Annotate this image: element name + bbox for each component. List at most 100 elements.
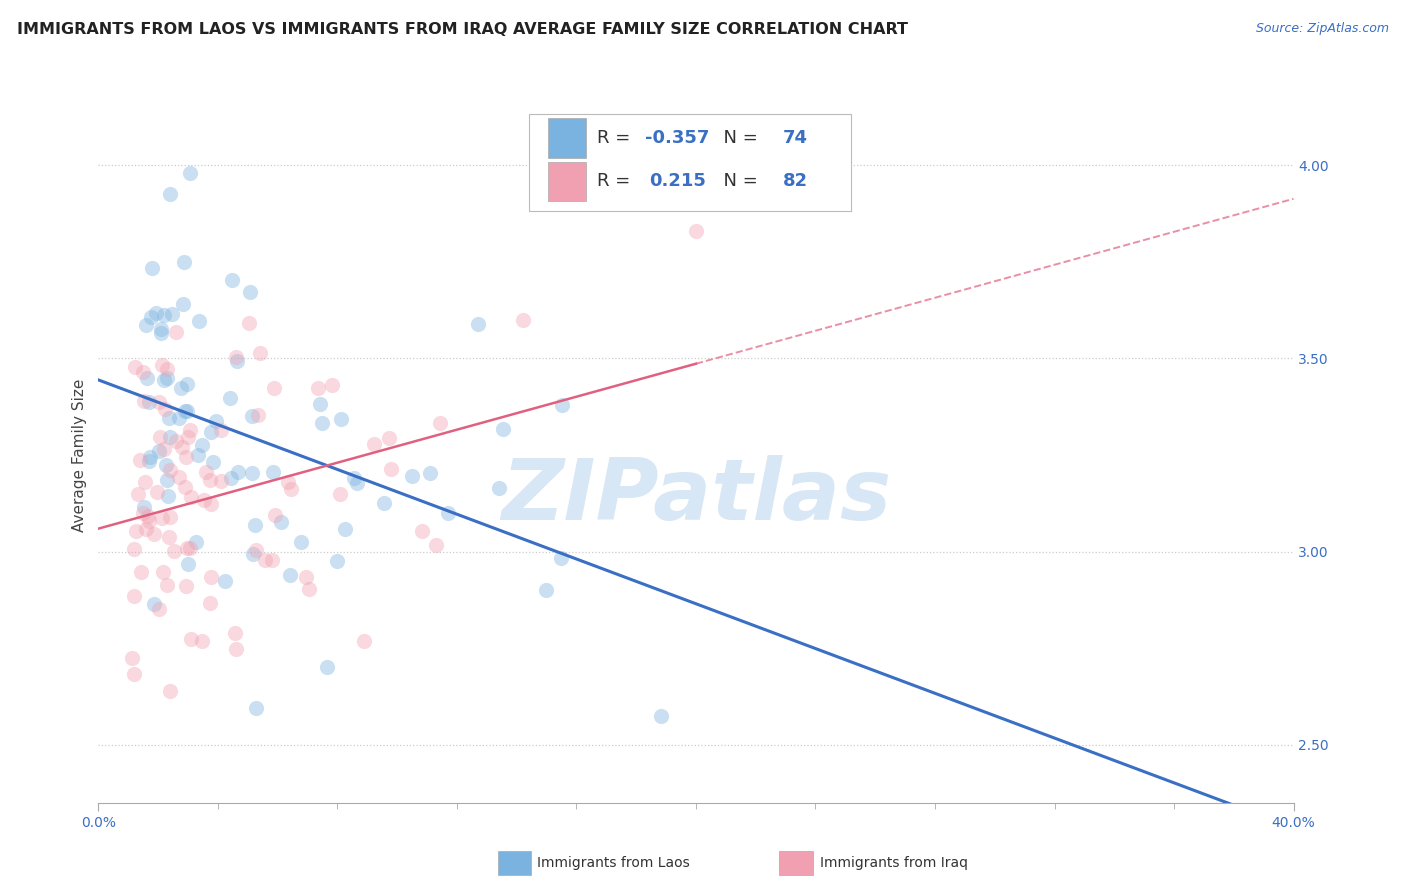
Point xyxy=(239,285,262,299)
Point xyxy=(148,602,170,616)
Point xyxy=(198,596,221,610)
Point xyxy=(165,434,187,449)
Point xyxy=(184,534,207,549)
Point xyxy=(174,450,197,465)
Point xyxy=(134,475,156,489)
Point xyxy=(246,408,269,422)
Point xyxy=(200,570,222,584)
Text: Immigrants from Iraq: Immigrants from Iraq xyxy=(820,855,967,870)
Point xyxy=(377,431,399,445)
Point xyxy=(152,373,174,387)
Point xyxy=(124,524,146,538)
Point xyxy=(160,307,183,321)
Point xyxy=(167,469,190,483)
Point xyxy=(170,381,193,395)
Point xyxy=(153,442,176,456)
Point xyxy=(260,552,283,566)
Point xyxy=(148,444,170,458)
Point xyxy=(187,448,209,462)
Point xyxy=(179,423,201,437)
Point xyxy=(240,409,263,423)
Point xyxy=(380,461,402,475)
Point xyxy=(226,465,249,479)
Point xyxy=(173,404,195,418)
Point xyxy=(363,436,385,450)
Point xyxy=(488,481,510,495)
Text: R =: R = xyxy=(596,172,636,190)
Point xyxy=(148,394,170,409)
Point xyxy=(156,489,179,503)
Point xyxy=(145,306,167,320)
Point xyxy=(138,454,160,468)
Point xyxy=(650,708,672,723)
Point xyxy=(249,346,271,360)
Text: 0.215: 0.215 xyxy=(650,172,706,190)
Point xyxy=(294,570,316,584)
Point xyxy=(253,553,276,567)
Point xyxy=(329,411,352,425)
Point xyxy=(512,313,534,327)
Point xyxy=(685,224,707,238)
Point xyxy=(174,579,197,593)
Text: N =: N = xyxy=(711,128,763,146)
Point xyxy=(122,542,145,557)
Point xyxy=(150,358,173,372)
Point xyxy=(150,322,173,336)
Point xyxy=(170,440,193,454)
Point xyxy=(263,381,285,395)
Point xyxy=(159,463,181,477)
Point xyxy=(280,568,302,582)
Point xyxy=(132,500,155,514)
Text: 82: 82 xyxy=(783,172,808,190)
Point xyxy=(309,397,332,411)
Text: IMMIGRANTS FROM LAOS VS IMMIGRANTS FROM IRAQ AVERAGE FAMILY SIZE CORRELATION CHA: IMMIGRANTS FROM LAOS VS IMMIGRANTS FROM … xyxy=(17,22,908,37)
Point xyxy=(155,458,177,472)
Point xyxy=(141,260,163,275)
Point xyxy=(159,430,181,444)
Point xyxy=(329,487,352,501)
Point xyxy=(316,660,339,674)
Point xyxy=(156,578,179,592)
Text: R =: R = xyxy=(596,128,636,146)
Point xyxy=(534,583,557,598)
Point xyxy=(150,511,173,525)
Point xyxy=(180,491,202,505)
Point xyxy=(262,466,284,480)
Point xyxy=(198,473,221,487)
Point xyxy=(132,506,155,520)
Point xyxy=(159,186,181,201)
Point xyxy=(176,541,198,555)
Point xyxy=(550,550,572,565)
Point xyxy=(135,522,157,536)
FancyBboxPatch shape xyxy=(548,118,586,158)
Point xyxy=(173,254,195,268)
Point xyxy=(179,541,201,555)
Point xyxy=(138,514,160,528)
Point xyxy=(209,423,232,437)
Text: -0.357: -0.357 xyxy=(644,128,709,146)
FancyBboxPatch shape xyxy=(529,114,851,211)
Point xyxy=(188,313,211,327)
Point xyxy=(201,455,224,469)
Point xyxy=(242,547,264,561)
Point xyxy=(156,473,179,487)
Text: Source: ZipAtlas.com: Source: ZipAtlas.com xyxy=(1256,22,1389,36)
Point xyxy=(122,666,145,681)
Point xyxy=(150,326,173,340)
Point xyxy=(411,524,433,538)
Point xyxy=(129,566,152,580)
Point xyxy=(139,450,162,465)
Point xyxy=(224,626,246,640)
Point xyxy=(177,430,200,444)
Point xyxy=(132,394,155,409)
Point xyxy=(240,466,263,480)
Point xyxy=(159,683,181,698)
Point xyxy=(177,557,200,571)
Point xyxy=(143,527,166,541)
Point xyxy=(321,378,343,392)
Point xyxy=(429,416,451,430)
Point xyxy=(245,542,267,557)
Point xyxy=(180,632,202,646)
Point xyxy=(214,574,236,588)
Text: 74: 74 xyxy=(783,128,808,146)
